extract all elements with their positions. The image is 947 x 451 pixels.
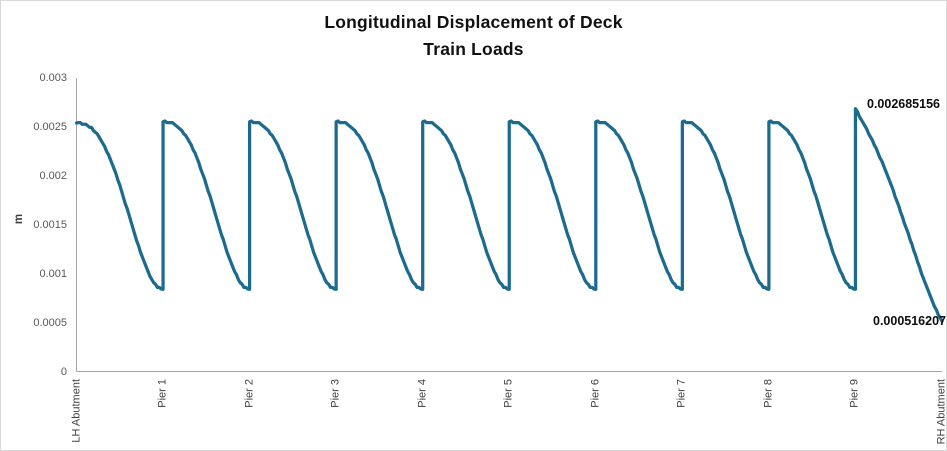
y-tick-label: 0.001 [39, 267, 67, 280]
data-label-final-peak: 0.002685156 [867, 97, 940, 111]
y-tick-label: 0.0025 [33, 120, 67, 133]
y-tick-label: 0 [60, 365, 67, 378]
displacement-series-line [74, 107, 944, 323]
y-tick-label: 0.002 [39, 169, 67, 182]
x-category-label: Pier 7 [675, 379, 688, 408]
y-tick-label: 0.0015 [33, 218, 67, 231]
x-category-label: Pier 4 [416, 379, 429, 408]
chart-subtitle: Train Loads [423, 39, 524, 59]
chart-title-block: Longitudinal Displacement of Deck Train … [1, 9, 946, 63]
data-label-series-end: 0.000516207 [873, 314, 946, 328]
x-category-label: Pier 8 [762, 379, 775, 408]
y-tick-label: 0.003 [39, 72, 67, 84]
x-category-label: LH Abutment [70, 379, 82, 443]
x-category-label: Pier 2 [243, 379, 256, 408]
x-category-label: Pier 9 [848, 379, 861, 408]
x-category-label: Pier 3 [329, 379, 342, 408]
x-category-label: Pier 1 [156, 379, 169, 408]
x-category-label: Pier 6 [589, 379, 602, 408]
y-tick-label: 0.0005 [33, 316, 67, 329]
chart-title: Longitudinal Displacement of Deck [324, 12, 623, 32]
x-category-label: Pier 5 [502, 379, 515, 408]
x-category-label: RH Abutment [935, 379, 947, 445]
